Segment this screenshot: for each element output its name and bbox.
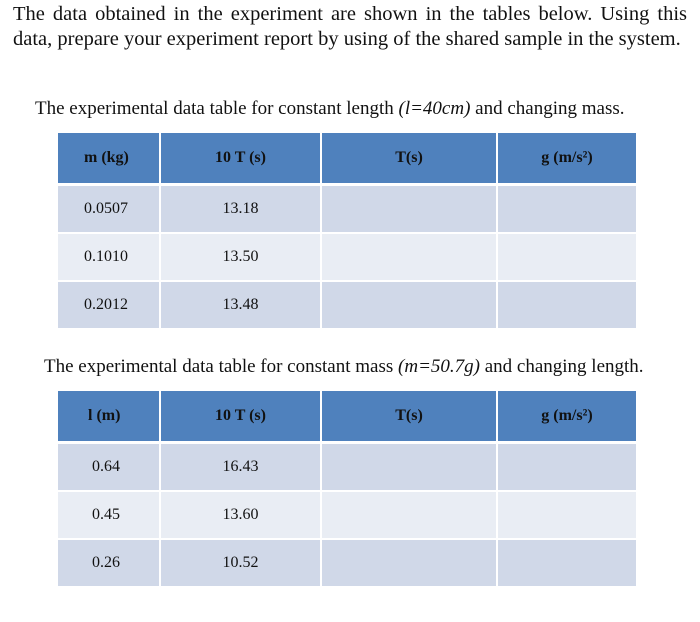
table-row: 0.0507 13.18 (58, 183, 636, 233)
cell-period (321, 280, 498, 328)
table-header-row: l (m) 10 T (s) T(s) g (m/s²) (58, 391, 636, 444)
table2-caption: The experimental data table for constant… (44, 355, 644, 379)
table-row: 0.2012 13.48 (58, 280, 636, 328)
cell-ten-periods: 13.48 (160, 280, 322, 328)
cell-length: 0.45 (58, 490, 161, 539)
cell-mass: 0.0507 (58, 183, 161, 233)
column-header-ten-periods: 10 T (s) (160, 391, 322, 444)
cell-ten-periods: 10.52 (160, 538, 322, 586)
cell-mass: 0.2012 (58, 280, 161, 328)
cell-length: 0.26 (58, 538, 161, 586)
column-header-ten-periods: 10 T (s) (160, 133, 322, 186)
column-header-period: T(s) (321, 133, 498, 186)
table-row: 0.64 16.43 (58, 441, 636, 491)
column-header-period: T(s) (321, 391, 498, 444)
table1-caption: The experimental data table for constant… (35, 97, 625, 121)
cell-gravity (497, 183, 636, 233)
intro-paragraph: The data obtained in the experiment are … (13, 3, 687, 50)
table2-caption-prefix: The experimental data table for constant… (44, 356, 399, 377)
table-constant-mass: l (m) 10 T (s) T(s) g (m/s²) 0.64 16.43 … (58, 391, 636, 586)
table2-caption-condition: (m=50.7g) (398, 356, 480, 377)
cell-gravity (497, 490, 636, 539)
cell-gravity (497, 538, 636, 586)
cell-period (321, 490, 498, 539)
table1-caption-prefix: The experimental data table for constant… (35, 98, 399, 119)
table-row: 0.1010 13.50 (58, 232, 636, 281)
cell-length: 0.64 (58, 441, 161, 491)
cell-period (321, 183, 498, 233)
cell-gravity (497, 280, 636, 328)
cell-ten-periods: 16.43 (160, 441, 322, 491)
cell-ten-periods: 13.60 (160, 490, 322, 539)
cell-period (321, 441, 498, 491)
table-header-row: m (kg) 10 T (s) T(s) g (m/s²) (58, 133, 636, 186)
table2-caption-suffix: and changing length. (479, 356, 644, 377)
cell-period (321, 232, 498, 281)
cell-ten-periods: 13.50 (160, 232, 322, 281)
cell-period (321, 538, 498, 586)
table-constant-length: m (kg) 10 T (s) T(s) g (m/s²) 0.0507 13.… (58, 133, 636, 328)
table-row: 0.26 10.52 (58, 538, 636, 586)
column-header-length: l (m) (58, 391, 161, 444)
table1-caption-condition: (l=40cm) (398, 98, 471, 119)
cell-ten-periods: 13.18 (160, 183, 322, 233)
column-header-mass: m (kg) (58, 133, 161, 186)
table-row: 0.45 13.60 (58, 490, 636, 539)
table1-caption-suffix: and changing mass. (470, 98, 625, 119)
column-header-gravity: g (m/s²) (497, 391, 636, 444)
cell-gravity (497, 441, 636, 491)
cell-mass: 0.1010 (58, 232, 161, 281)
column-header-gravity: g (m/s²) (497, 133, 636, 186)
cell-gravity (497, 232, 636, 281)
